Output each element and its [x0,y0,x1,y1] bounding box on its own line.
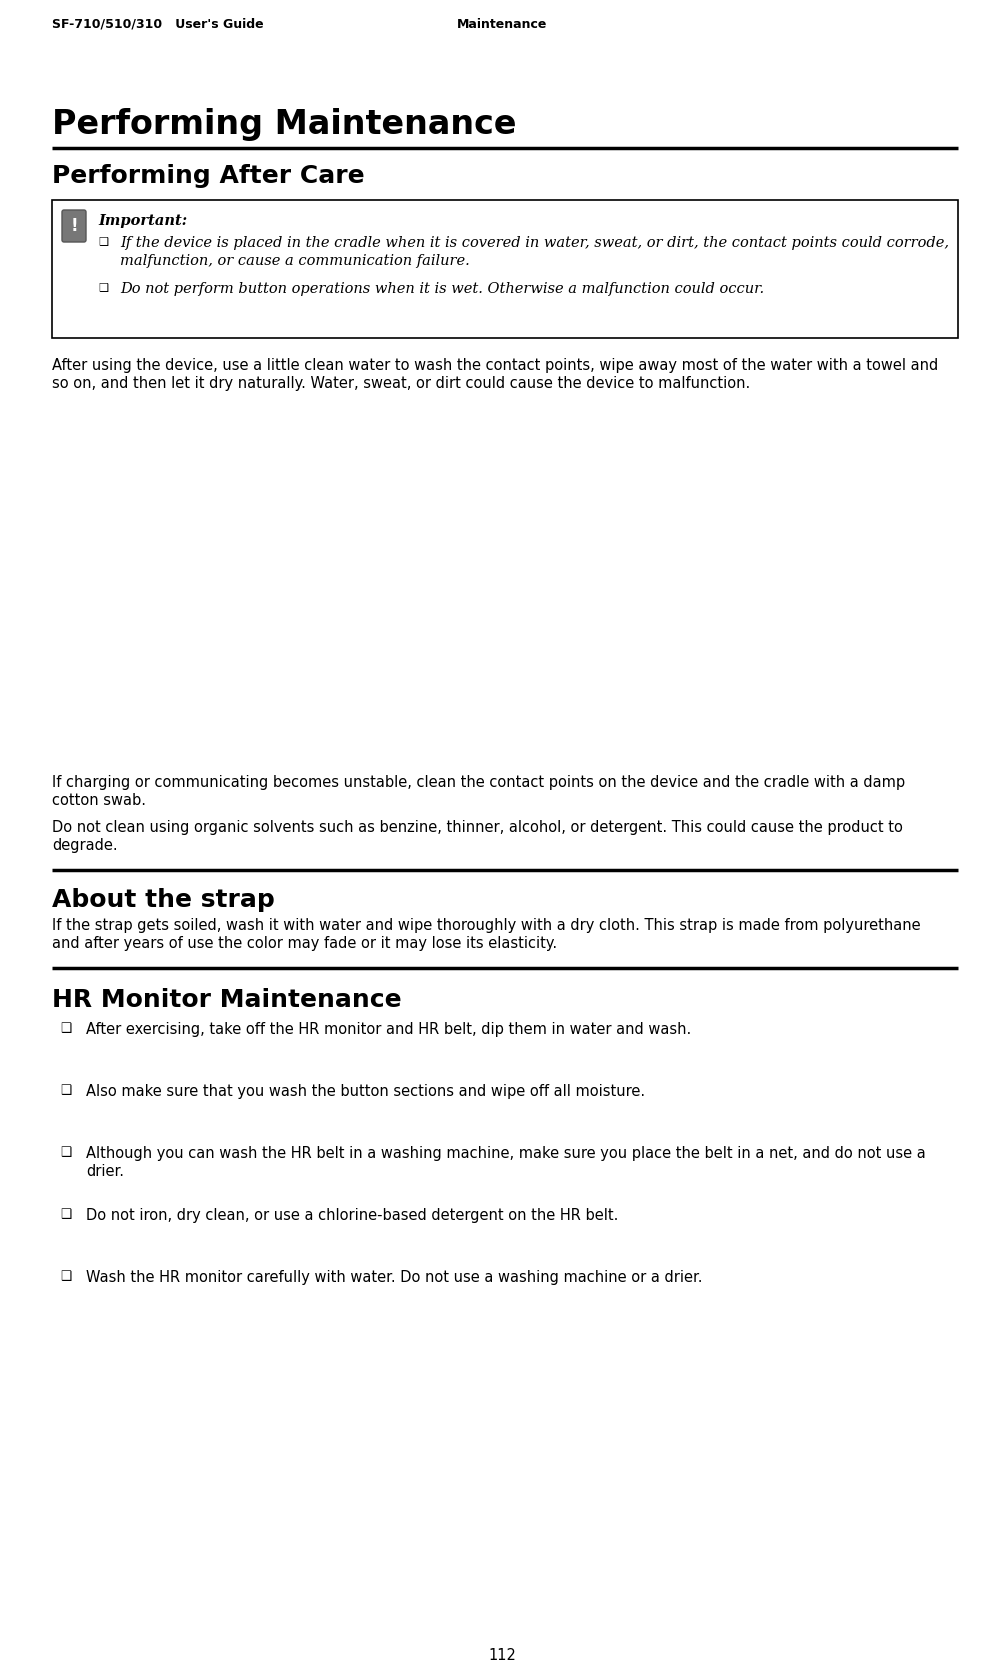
Text: If the strap gets soiled, wash it with water and wipe thoroughly with a dry clot: If the strap gets soiled, wash it with w… [52,918,920,934]
Text: ❑: ❑ [60,1084,71,1098]
Text: Also make sure that you wash the button sections and wipe off all moisture.: Also make sure that you wash the button … [86,1084,645,1099]
Text: Maintenance: Maintenance [456,18,547,30]
Text: Wash the HR monitor carefully with water. Do not use a washing machine or a drie: Wash the HR monitor carefully with water… [86,1270,702,1285]
Text: ❑: ❑ [60,1146,71,1160]
Text: 112: 112 [487,1648,516,1663]
Text: ❑: ❑ [98,236,108,246]
Text: ❑: ❑ [60,1270,71,1284]
Text: ❑: ❑ [60,1208,71,1222]
Text: Although you can wash the HR belt in a washing machine, make sure you place the : Although you can wash the HR belt in a w… [86,1146,925,1161]
FancyBboxPatch shape [52,199,957,339]
FancyBboxPatch shape [62,210,86,241]
Text: Performing After Care: Performing After Care [52,164,364,188]
Text: About the strap: About the strap [52,888,275,912]
Text: ❑: ❑ [60,1022,71,1036]
Text: degrade.: degrade. [52,838,117,853]
Text: SF-710/510/310   User's Guide: SF-710/510/310 User's Guide [52,18,264,30]
Text: Performing Maintenance: Performing Maintenance [52,107,516,141]
Text: ❑: ❑ [98,282,108,292]
Text: Do not iron, dry clean, or use a chlorine-based detergent on the HR belt.: Do not iron, dry clean, or use a chlorin… [86,1208,618,1223]
Text: so on, and then let it dry naturally. Water, sweat, or dirt could cause the devi: so on, and then let it dry naturally. Wa… [52,375,749,391]
Text: and after years of use the color may fade or it may lose its elasticity.: and after years of use the color may fad… [52,935,557,950]
Text: If charging or communicating becomes unstable, clean the contact points on the d: If charging or communicating becomes uns… [52,774,905,789]
Text: After using the device, use a little clean water to wash the contact points, wip: After using the device, use a little cle… [52,359,938,374]
Text: HR Monitor Maintenance: HR Monitor Maintenance [52,987,401,1012]
Text: If the device is placed in the cradle when it is covered in water, sweat, or dir: If the device is placed in the cradle wh… [120,236,948,250]
Text: Do not perform button operations when it is wet. Otherwise a malfunction could o: Do not perform button operations when it… [120,282,763,297]
Text: Important:: Important: [98,215,187,228]
Text: drier.: drier. [86,1165,124,1178]
Text: After exercising, take off the HR monitor and HR belt, dip them in water and was: After exercising, take off the HR monito… [86,1022,690,1037]
Text: Do not clean using organic solvents such as benzine, thinner, alcohol, or deterg: Do not clean using organic solvents such… [52,820,902,835]
Text: !: ! [70,216,78,235]
Text: malfunction, or cause a communication failure.: malfunction, or cause a communication fa… [120,255,469,268]
Text: cotton swab.: cotton swab. [52,793,145,808]
